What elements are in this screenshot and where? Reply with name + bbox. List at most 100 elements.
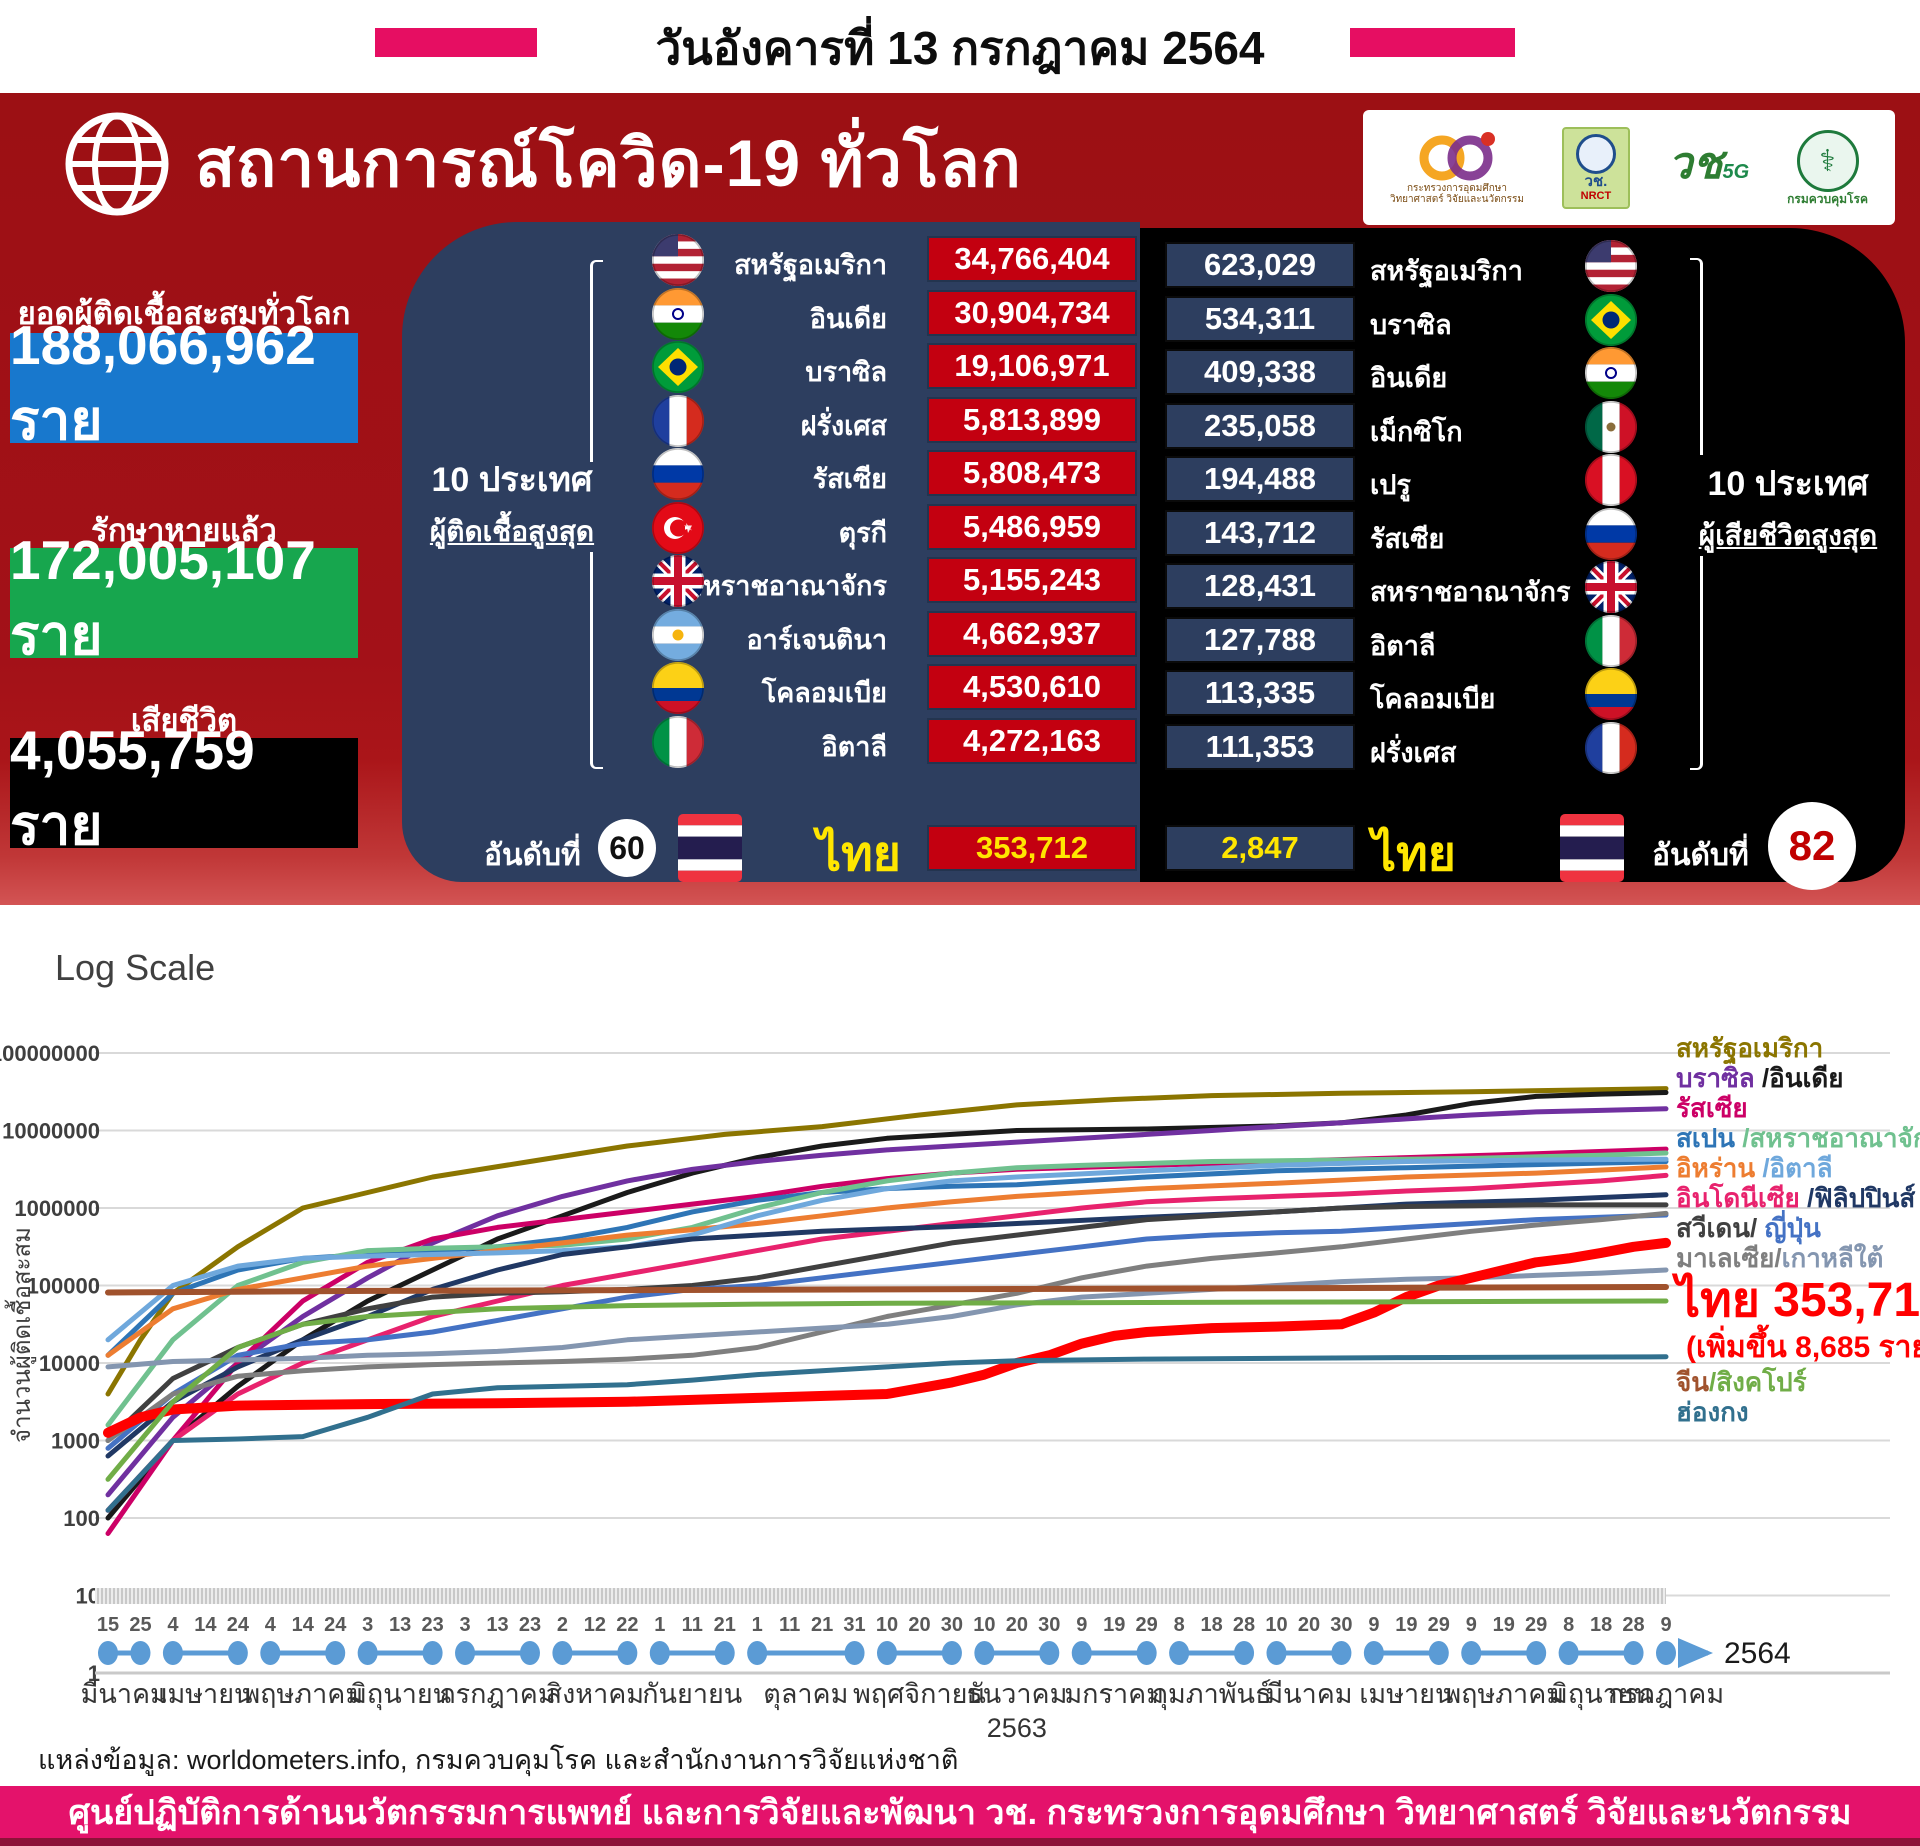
it-flag-icon — [652, 715, 704, 768]
thailand-deaths-row: 2,847 ไทย อันดับที่ 82 — [1140, 802, 1905, 890]
legend-entry: อินโดนีเซีย /ฟิลิปปินส์ — [1676, 1183, 1916, 1213]
svg-text:19: 19 — [1395, 1614, 1417, 1636]
deaths-value: 111,353 — [1165, 723, 1355, 770]
svg-text:1: 1 — [752, 1614, 763, 1636]
svg-text:ธันวาคม: ธันวาคม — [966, 1679, 1067, 1709]
country-name: รัสเซีย — [812, 464, 887, 494]
us-flag-icon — [652, 234, 704, 286]
total-cases-label: ยอดผู้ติดเชื้อสะสมทั่วโลก — [17, 296, 351, 331]
country-name: สหราชอาณาจักร — [1370, 577, 1571, 607]
svg-text:11: 11 — [682, 1614, 703, 1636]
mhesi-logo: กระทรวงการอุดมศึกษา วิทยาศาสตร์ วิจัยและ… — [1390, 131, 1524, 205]
svg-text:3: 3 — [459, 1614, 470, 1636]
caduceus-icon: ⚕ — [1796, 130, 1859, 192]
svg-text:10000000: 10000000 — [2, 1119, 100, 1144]
svg-text:23: 23 — [421, 1614, 443, 1636]
us-flag-icon — [1585, 240, 1637, 292]
svg-text:9: 9 — [1466, 1614, 1477, 1636]
country-name: อิตาลี — [821, 731, 887, 762]
svg-text:สิงหาคม: สิงหาคม — [546, 1679, 644, 1709]
svg-text:2: 2 — [557, 1614, 568, 1636]
svg-text:18: 18 — [1200, 1614, 1222, 1636]
thailand-deaths-value: 2,847 — [1165, 825, 1355, 871]
country-name: ฝรั่งเศส — [1370, 737, 1457, 768]
deaths-value: 194,488 — [1165, 456, 1355, 502]
global-stats: ยอดผู้ติดเชื้อสะสมทั่วโลก 188,066,962 รา… — [0, 93, 368, 905]
pe-flag-icon — [1585, 454, 1637, 506]
country-name: โคลอมเบีย — [761, 678, 887, 708]
svg-text:1: 1 — [88, 1661, 100, 1686]
svg-text:เมษายน: เมษายน — [158, 1679, 252, 1709]
br-flag-icon — [652, 341, 704, 393]
svg-text:มีนาคม: มีนาคม — [81, 1679, 168, 1709]
chart-title: Log Scale — [55, 947, 216, 988]
decor-bar-left — [375, 28, 537, 57]
legend-entry: ฮ่องกง — [1676, 1397, 1749, 1427]
table-row: 623,029 สหรัฐอเมริกา — [1140, 238, 1905, 292]
cases-value: 4,662,937 — [927, 610, 1137, 657]
gb-flag-icon — [652, 555, 704, 607]
infections-list: สหรัฐอเมริกา 34,766,404 อินเดีย 30,904,73… — [402, 232, 1140, 768]
legend-entry: อิหร่าน /อิตาลี — [1676, 1153, 1833, 1183]
cases-value: 5,808,473 — [927, 450, 1137, 496]
legend-entry: สวีเดน/ ญี่ปุ่น — [1676, 1213, 1821, 1243]
in-flag-icon — [652, 287, 704, 340]
svg-text:มกราคม: มกราคม — [1064, 1679, 1164, 1709]
total-cases-value: 188,066,962 ราย — [10, 314, 358, 451]
bracket-bottom — [590, 552, 603, 769]
thailand-cases-value: 353,712 — [927, 825, 1137, 871]
series-สวีเดน — [105, 1202, 1669, 1443]
svg-text:28: 28 — [1233, 1614, 1255, 1636]
svg-text:21: 21 — [714, 1614, 736, 1636]
date-heading: วันอังคารที่ 13 กรกฎาคม 2564 — [655, 22, 1265, 74]
table-row: 111,353 ฝรั่งเศส — [1140, 720, 1905, 774]
svg-text:10: 10 — [876, 1614, 898, 1636]
svg-text:10: 10 — [973, 1614, 995, 1636]
globe-icon — [62, 109, 172, 219]
svg-text:9: 9 — [1368, 1614, 1379, 1636]
series-สิงคโปร์ — [105, 1298, 1669, 1482]
deaths-list: 623,029 สหรัฐอเมริกา 534,311 บราซิล 409,… — [1140, 238, 1905, 774]
bracket-top-deaths — [1690, 258, 1703, 455]
recovered-label: รักษาหายแล้ว — [91, 513, 277, 548]
fr-flag-icon — [1585, 721, 1637, 774]
footer-banner: ศูนย์ปฏิบัติการด้านนวัตกรรมการแพทย์ และก… — [0, 1786, 1920, 1838]
table-row: 194,488 เปรู — [1140, 452, 1905, 506]
co-flag-icon — [652, 662, 704, 714]
country-name: สหรัฐอเมริกา — [1370, 256, 1523, 286]
log-scale-line-chart: 100000000 10000000 1000000 100000 10000 1000 1… — [0, 1041, 1890, 1743]
svg-text:20: 20 — [1006, 1614, 1028, 1636]
svg-text:มิถุนายน: มิถุนายน — [1550, 1679, 1652, 1711]
country-name: อินเดีย — [809, 303, 887, 334]
svg-text:14: 14 — [292, 1614, 315, 1636]
cases-value: 30,904,734 — [927, 289, 1137, 336]
cases-value: 5,155,243 — [927, 557, 1137, 603]
table-row: 235,058 เม็กซิโก — [1140, 399, 1905, 453]
country-name: เม็กซิโก — [1370, 416, 1463, 447]
top-infections-panel: 10 ประเทศ ผู้ติดเชื้อสูงสุด สหรัฐอเมริกา… — [402, 222, 1140, 882]
table-row: 127,788 อิตาลี — [1140, 613, 1905, 667]
cases-value: 5,486,959 — [927, 503, 1137, 550]
mx-flag-icon — [1585, 400, 1637, 453]
svg-text:10000: 10000 — [39, 1351, 100, 1376]
ar-flag-icon — [652, 608, 704, 661]
legend-entry: สเปน /สหราชอาณาจักร — [1676, 1123, 1920, 1153]
legend-entry: ไทย 353,712 — [1676, 1274, 1920, 1327]
svg-text:13: 13 — [389, 1614, 411, 1636]
svg-text:20: 20 — [1298, 1614, 1320, 1636]
deaths-value: 128,431 — [1165, 563, 1355, 609]
nrct-emblem — [1575, 133, 1616, 174]
svg-text:3: 3 — [362, 1614, 373, 1636]
table-row: อาร์เจนตินา 4,662,937 — [402, 607, 1140, 661]
table-row: อิตาลี 4,272,163 — [402, 714, 1140, 768]
legend-entry: จีน/สิงคโปร์ — [1676, 1367, 1807, 1397]
cases-value: 19,106,971 — [927, 343, 1137, 389]
svg-text:2563: 2563 — [987, 1713, 1047, 1743]
svg-text:11: 11 — [779, 1614, 800, 1636]
svg-text:มีนาคม: มีนาคม — [1265, 1679, 1352, 1709]
svg-text:100000: 100000 — [27, 1274, 100, 1299]
deaths-value: 409,338 — [1165, 349, 1355, 395]
svg-text:30: 30 — [1330, 1614, 1352, 1636]
svg-text:กรกฎาคม: กรกฎาคม — [439, 1679, 555, 1709]
